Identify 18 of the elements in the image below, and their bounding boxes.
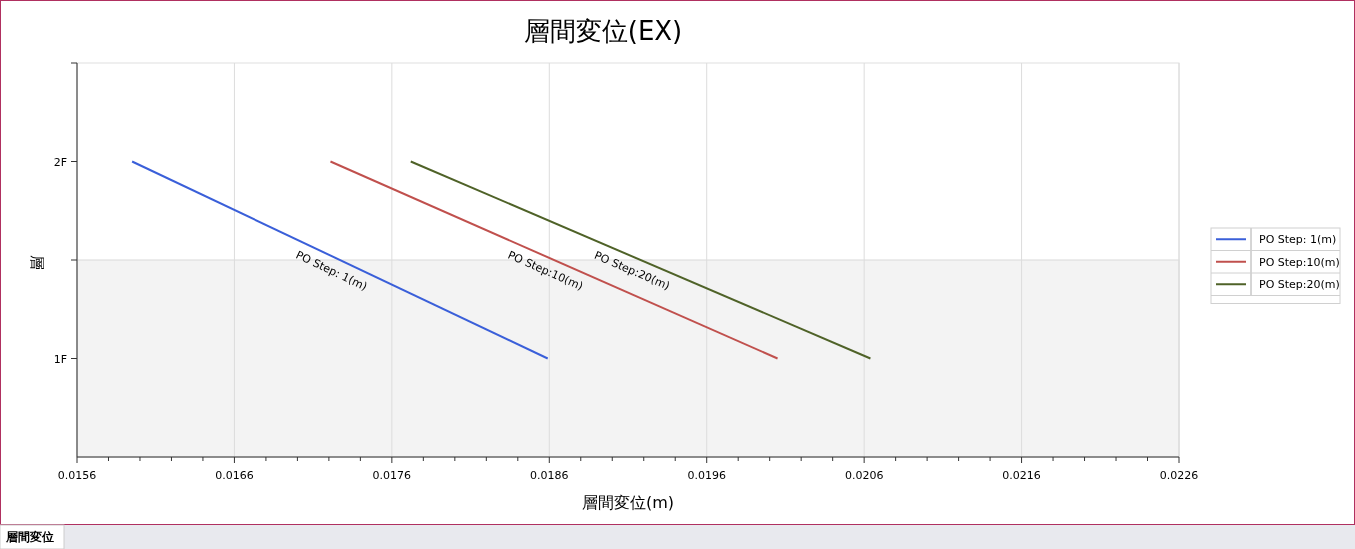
y-tick-label: 2F — [53, 155, 67, 169]
legend-label: PO Step:20(m) — [1259, 278, 1340, 292]
legend-label: PO Step:10(m) — [1259, 255, 1340, 269]
x-tick-label: 0.0216 — [1002, 469, 1041, 482]
x-tick-label: 0.0186 — [530, 469, 569, 482]
x-tick-label: 0.0196 — [687, 469, 726, 482]
x-tick-label: 0.0226 — [1159, 469, 1199, 482]
y-axis-title: 層 — [28, 254, 46, 270]
x-tick-label: 0.0166 — [215, 469, 254, 482]
x-tick-label: 0.0176 — [372, 469, 412, 482]
x-axis-title: 層間変位(m) — [581, 493, 675, 512]
y-tick-label: 1F — [53, 352, 67, 366]
chart-title: 層間変位(EX) — [523, 16, 683, 46]
legend-label: PO Step: 1(m) — [1259, 233, 1337, 247]
x-tick-label: 0.0206 — [844, 469, 884, 482]
text: 層間変位 — [5, 530, 54, 544]
x-tick-label: 0.0156 — [57, 469, 97, 482]
text: PO Step: 1(m) — [293, 248, 370, 294]
